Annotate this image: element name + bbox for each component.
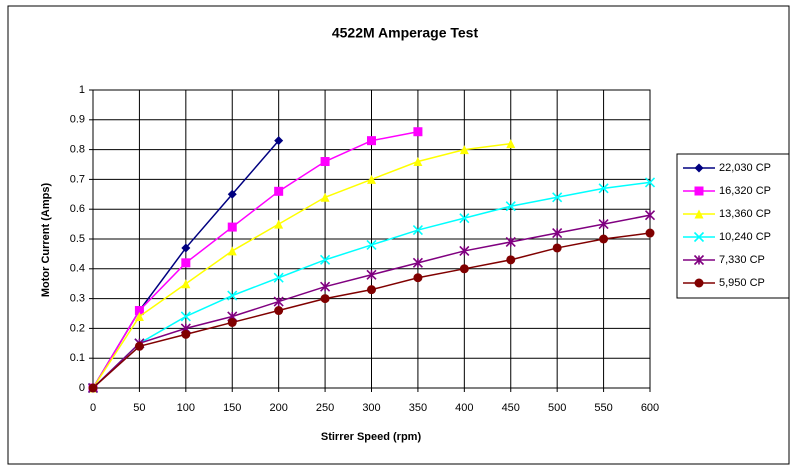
series-line <box>92 142 511 389</box>
marker <box>694 186 704 196</box>
marker <box>412 257 423 268</box>
marker <box>413 127 423 137</box>
marker <box>693 231 705 243</box>
marker <box>274 219 284 229</box>
marker <box>320 254 331 265</box>
marker <box>552 243 562 253</box>
marker <box>599 234 609 244</box>
x-tick-label: 600 <box>641 402 659 414</box>
marker <box>644 177 656 188</box>
x-tick-label: 250 <box>316 402 334 414</box>
marker <box>459 264 469 274</box>
y-tick-label: 0.1 <box>70 352 85 364</box>
marker <box>552 227 563 239</box>
marker <box>88 383 98 393</box>
marker <box>366 239 377 251</box>
x-tick-label: 50 <box>133 402 145 414</box>
marker <box>181 243 191 253</box>
x-tick-label: 200 <box>269 402 287 414</box>
y-tick-label: 1 <box>79 84 85 96</box>
x-tick-label: 150 <box>223 402 241 414</box>
marker <box>181 279 191 289</box>
marker <box>227 246 237 256</box>
y-tick-label: 0.8 <box>70 144 85 156</box>
chart-title: 4522M Amperage Test <box>332 25 479 41</box>
x-tick-label: 100 <box>177 402 195 414</box>
y-tick-label: 0 <box>79 382 85 394</box>
x-tick-label: 0 <box>90 402 96 414</box>
marker <box>367 285 376 295</box>
series-line <box>92 130 419 389</box>
marker <box>598 183 609 194</box>
legend-label: 13,360 CP <box>719 208 771 220</box>
marker <box>181 258 191 268</box>
marker <box>320 192 330 202</box>
marker <box>320 294 330 304</box>
x-axis-label: Stirrer Speed (rpm) <box>321 431 422 443</box>
x-tick-label: 450 <box>502 402 520 414</box>
marker <box>366 269 377 280</box>
y-tick-label: 0.6 <box>70 203 85 215</box>
marker <box>506 255 516 265</box>
marker <box>274 136 284 146</box>
legend-label: 22,030 CP <box>719 162 771 174</box>
plot-frame <box>92 89 651 389</box>
legend-label: 10,240 CP <box>719 231 771 243</box>
y-tick-label: 0.7 <box>70 173 85 185</box>
marker <box>644 210 656 221</box>
marker <box>273 296 284 307</box>
marker <box>134 306 144 316</box>
marker <box>694 163 704 173</box>
x-tick-label: 500 <box>548 402 566 414</box>
y-tick-label: 0.3 <box>70 293 85 305</box>
marker <box>320 157 330 167</box>
marker <box>134 311 144 321</box>
marker <box>413 157 423 167</box>
legend-label: 16,320 CP <box>719 185 771 197</box>
y-tick-label: 0.2 <box>70 322 85 334</box>
marker <box>693 254 705 266</box>
marker <box>227 317 237 327</box>
marker <box>274 306 284 316</box>
marker <box>273 272 284 283</box>
y-tick-label: 0.9 <box>70 114 85 126</box>
y-tick-label: 0.5 <box>70 233 85 245</box>
marker <box>412 224 423 236</box>
marker <box>552 192 563 203</box>
marker <box>180 311 191 322</box>
x-tick-label: 550 <box>594 402 612 414</box>
y-axis-label: Motor Current (Amps) <box>40 183 52 298</box>
x-tick-label: 400 <box>455 402 473 414</box>
marker <box>459 145 469 155</box>
legend-box <box>676 153 790 299</box>
x-tick-label: 300 <box>362 402 380 414</box>
marker <box>134 341 144 351</box>
marker <box>413 273 423 283</box>
marker <box>181 329 191 339</box>
legend-label: 5,950 CP <box>719 277 765 289</box>
marker <box>598 219 609 230</box>
marker <box>506 139 516 149</box>
marker <box>459 245 470 256</box>
marker <box>505 201 516 212</box>
marker <box>645 228 655 238</box>
marker <box>227 189 237 199</box>
marker <box>505 236 516 248</box>
x-tick-label: 350 <box>409 402 427 414</box>
chart-frame <box>7 5 790 465</box>
marker <box>694 278 704 288</box>
marker <box>227 222 237 232</box>
marker <box>694 209 704 219</box>
marker <box>367 174 376 184</box>
marker <box>320 281 331 292</box>
y-tick-label: 0.4 <box>70 263 85 275</box>
marker <box>459 213 470 224</box>
marker <box>274 186 284 196</box>
marker <box>227 290 238 301</box>
legend-label: 7,330 CP <box>719 254 765 266</box>
marker <box>367 136 376 146</box>
